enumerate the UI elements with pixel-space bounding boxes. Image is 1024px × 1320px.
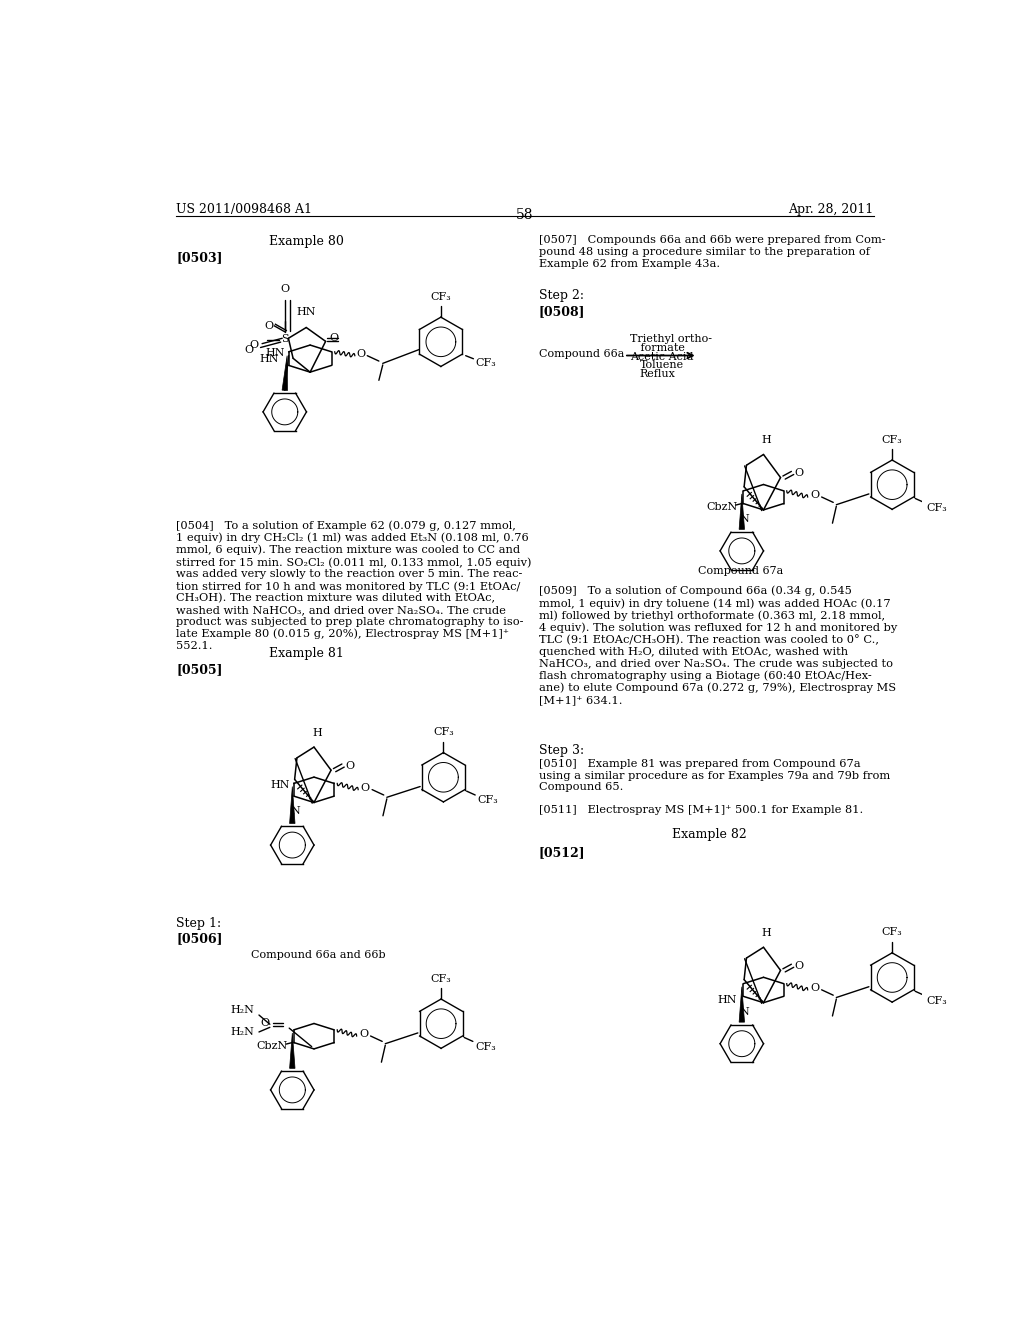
Polygon shape <box>290 1034 295 1068</box>
Text: CF₃: CF₃ <box>475 1041 496 1052</box>
Text: H: H <box>312 727 322 738</box>
Text: HN: HN <box>718 995 737 1006</box>
Text: Example 82: Example 82 <box>672 829 746 841</box>
Polygon shape <box>282 355 288 391</box>
Text: [0511]   Electrospray MS [M+1]⁺ 500.1 for Example 81.: [0511] Electrospray MS [M+1]⁺ 500.1 for … <box>539 805 863 816</box>
Text: H: H <box>762 928 771 939</box>
Text: HN: HN <box>265 348 285 358</box>
Text: Step 2:: Step 2: <box>539 289 584 302</box>
Text: O: O <box>795 469 804 478</box>
Text: O: O <box>356 348 366 359</box>
Text: O: O <box>264 321 273 331</box>
Text: Compound 66a: Compound 66a <box>539 350 624 359</box>
Text: Reflux: Reflux <box>640 370 676 379</box>
Text: Apr. 28, 2011: Apr. 28, 2011 <box>788 203 873 216</box>
Text: HN: HN <box>297 306 316 317</box>
Text: O: O <box>245 345 254 355</box>
Text: O: O <box>810 491 819 500</box>
Text: Triethyl ortho-: Triethyl ortho- <box>630 334 713 345</box>
Text: Example 80: Example 80 <box>269 235 344 248</box>
Text: CbzN: CbzN <box>706 503 737 512</box>
Text: O: O <box>359 1030 369 1039</box>
Text: CF₃: CF₃ <box>430 292 452 302</box>
Text: CF₃: CF₃ <box>882 928 902 937</box>
Text: S: S <box>282 334 289 345</box>
Text: O: O <box>795 961 804 970</box>
Text: O: O <box>281 284 290 293</box>
Text: CF₃: CF₃ <box>882 434 902 445</box>
Text: CF₃: CF₃ <box>927 995 947 1006</box>
Text: CF₃: CF₃ <box>927 503 947 512</box>
Text: CF₃: CF₃ <box>476 358 497 368</box>
Polygon shape <box>739 494 744 529</box>
Text: Toluene: Toluene <box>640 360 684 370</box>
Text: [0507]   Compounds 66a and 66b were prepared from Com-
pound 48 using a procedur: [0507] Compounds 66a and 66b were prepar… <box>539 235 886 268</box>
Text: O: O <box>345 760 354 771</box>
Text: CF₃: CF₃ <box>433 727 454 738</box>
Text: Acetic Acid: Acetic Acid <box>630 352 693 363</box>
Text: H: H <box>762 436 771 445</box>
Text: HN: HN <box>270 780 290 789</box>
Text: N: N <box>290 807 300 816</box>
Text: [0506]: [0506] <box>176 932 222 945</box>
Text: formate: formate <box>630 343 685 354</box>
Text: O: O <box>330 333 339 342</box>
Text: Step 1:: Step 1: <box>176 917 221 929</box>
Text: O: O <box>360 783 370 793</box>
Text: O: O <box>261 1019 270 1028</box>
Text: [0512]: [0512] <box>539 846 586 859</box>
Text: Compound 67a: Compound 67a <box>697 566 783 577</box>
Text: Example 81: Example 81 <box>269 647 344 660</box>
Polygon shape <box>290 787 295 824</box>
Text: CF₃: CF₃ <box>477 796 499 805</box>
Text: O: O <box>810 983 819 993</box>
Text: [0505]: [0505] <box>176 663 222 676</box>
Text: HN: HN <box>260 355 280 364</box>
Text: [0503]: [0503] <box>176 251 222 264</box>
Text: 58: 58 <box>516 209 534 223</box>
Text: CF₃: CF₃ <box>431 974 452 983</box>
Text: [0504]   To a solution of Example 62 (0.079 g, 0.127 mmol,
1 equiv) in dry CH₂Cl: [0504] To a solution of Example 62 (0.07… <box>176 520 531 651</box>
Text: N: N <box>739 1007 750 1016</box>
Text: [0508]: [0508] <box>539 305 586 318</box>
Text: H₂N: H₂N <box>230 1027 254 1038</box>
Polygon shape <box>739 987 744 1022</box>
Text: [0509]   To a solution of Compound 66a (0.34 g, 0.545
mmol, 1 equiv) in dry tolu: [0509] To a solution of Compound 66a (0.… <box>539 586 897 705</box>
Text: O: O <box>250 339 259 350</box>
Text: H₂N: H₂N <box>230 1006 254 1015</box>
Text: [0510]   Example 81 was prepared from Compound 67a
using a similar procedure as : [0510] Example 81 was prepared from Comp… <box>539 759 890 792</box>
Text: US 2011/0098468 A1: US 2011/0098468 A1 <box>176 203 312 216</box>
Text: Step 3:: Step 3: <box>539 743 584 756</box>
Text: Compound 66a and 66b: Compound 66a and 66b <box>251 950 385 960</box>
Text: N: N <box>739 513 750 524</box>
Text: CbzN: CbzN <box>256 1041 288 1052</box>
